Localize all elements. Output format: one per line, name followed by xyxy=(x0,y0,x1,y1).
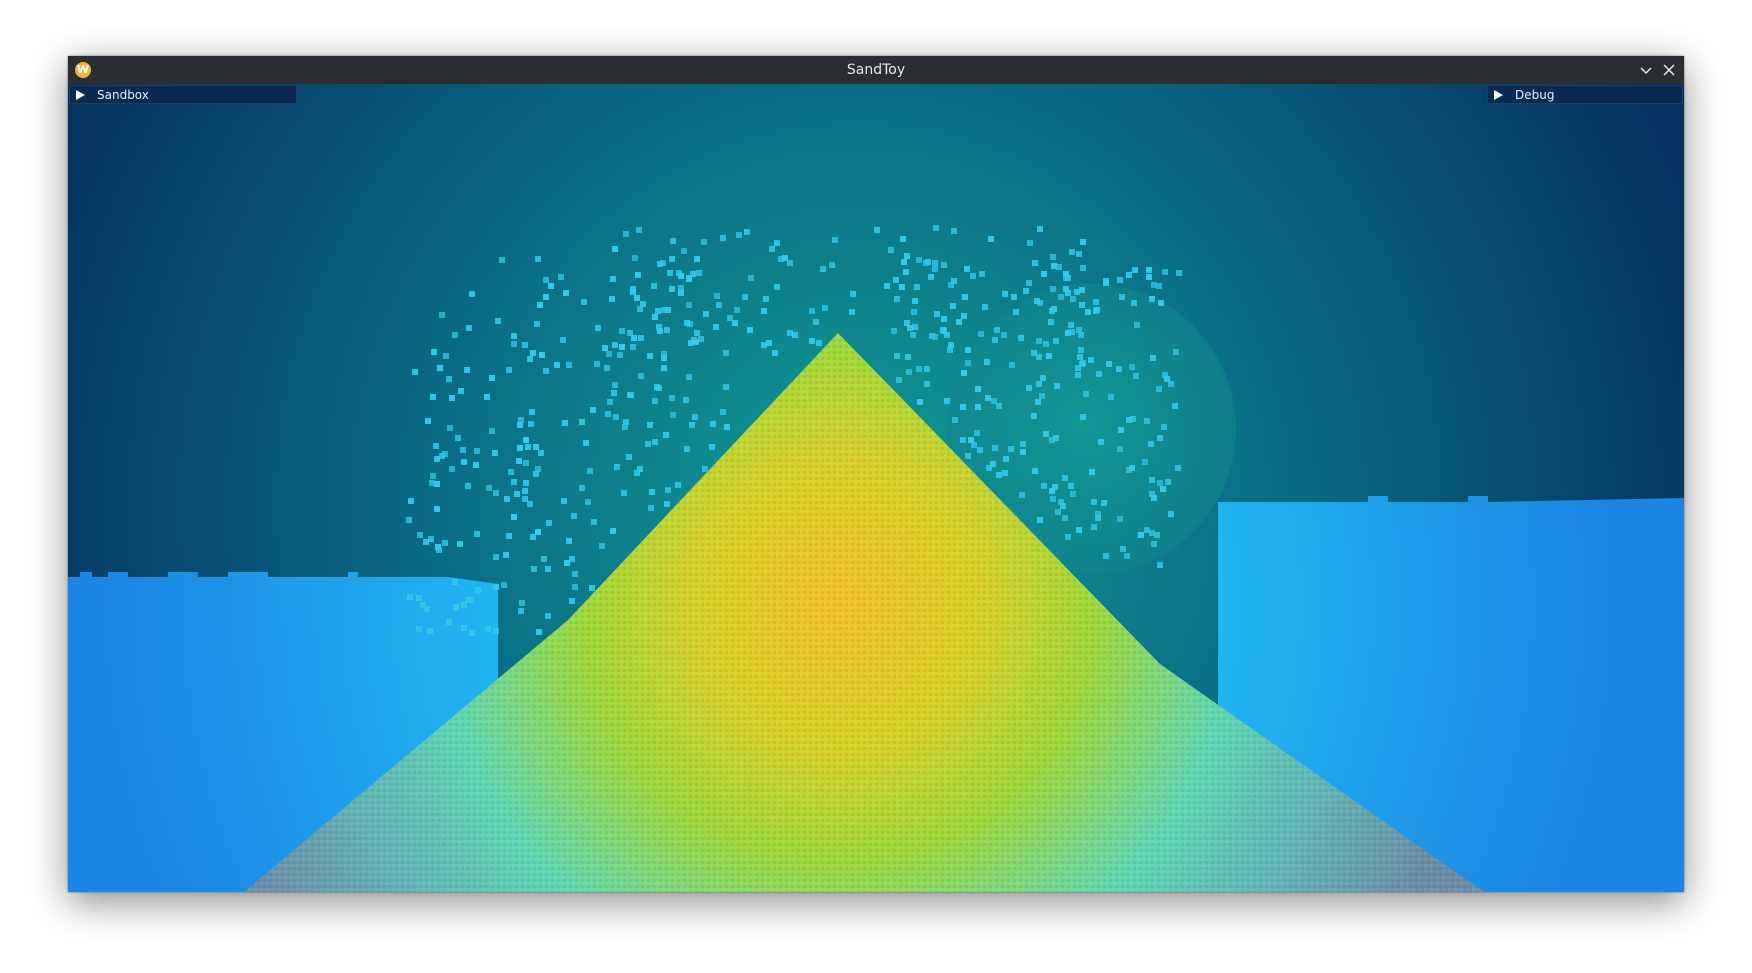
title-bar[interactable]: W SandToy xyxy=(68,56,1684,84)
collapsed-arrow-icon xyxy=(1494,90,1503,100)
window-title: SandToy xyxy=(846,62,906,78)
debug-panel-header[interactable]: Debug xyxy=(1487,85,1683,104)
minimize-chevron-icon[interactable] xyxy=(1637,61,1655,79)
sandbox-panel-header[interactable]: Sandbox xyxy=(69,85,297,104)
water-spray-particles xyxy=(406,225,1182,636)
sandtoy-app-icon: W xyxy=(75,62,91,78)
water-bubble xyxy=(946,284,1236,574)
sand-simulation-scene xyxy=(68,84,1684,892)
app-window: W SandToy xyxy=(68,56,1684,892)
close-icon[interactable] xyxy=(1660,61,1678,79)
collapsed-arrow-icon xyxy=(76,90,85,100)
sand-grain-texture xyxy=(244,333,1484,892)
debug-panel-label: Debug xyxy=(1515,88,1555,102)
sandbox-panel-label: Sandbox xyxy=(97,88,149,102)
simulation-canvas[interactable] xyxy=(68,84,1684,892)
